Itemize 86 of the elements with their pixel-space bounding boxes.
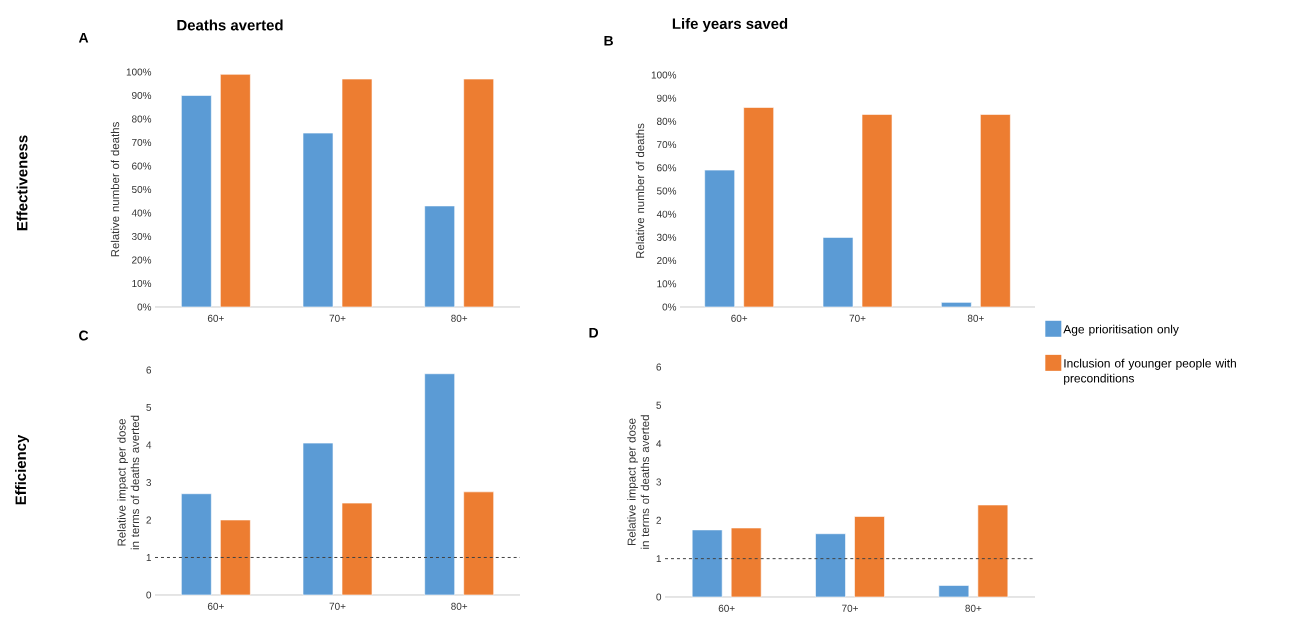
bar — [220, 74, 251, 308]
bar — [977, 504, 1009, 598]
y-tick-label: 50% — [131, 185, 152, 194]
bar — [424, 205, 455, 308]
y-tick-label: 0% — [137, 303, 152, 311]
y-tick-label: 70% — [132, 138, 152, 147]
bar — [980, 114, 1011, 308]
x-tick-label: 80+ — [451, 602, 468, 610]
y-tick-label: 60% — [657, 164, 677, 172]
text: Deaths averted — [177, 19, 283, 31]
bar — [691, 529, 723, 598]
x-tick-label: 60+ — [731, 314, 748, 322]
bar — [861, 114, 893, 308]
y-axis-title: Relative impact per dose in terms of deaths averted — [117, 415, 140, 550]
text: Efficiency — [15, 434, 29, 505]
bar — [938, 585, 970, 598]
y-tick-label: 40% — [656, 210, 677, 218]
y-tick-label: 50% — [656, 187, 677, 195]
bar — [704, 169, 735, 308]
x-tick-label: 80+ — [967, 314, 984, 322]
bar — [854, 516, 885, 598]
y-tick-label: 60% — [132, 162, 152, 170]
y-tick-label: 0 — [146, 591, 152, 599]
x-tick-label: 60+ — [207, 602, 224, 610]
y-tick-label: 1 — [656, 555, 662, 563]
bar — [302, 132, 334, 308]
x-tick-label: 80+ — [451, 314, 468, 322]
chart-title: D — [589, 327, 599, 338]
y-tick-label: 1 — [146, 554, 152, 561]
x-tick-label: 70+ — [849, 314, 866, 322]
bar — [424, 373, 455, 596]
y-axis-title: Relative number of deaths — [110, 122, 120, 257]
x-tick-label: 60+ — [207, 314, 224, 322]
y-tick-label: 20% — [132, 256, 152, 264]
y-tick-label: 90% — [132, 91, 152, 100]
y-tick-label: 6 — [146, 366, 152, 374]
y-tick-label: 4 — [146, 441, 152, 449]
y-axis-title: Relative impact per dose in terms of deaths averted — [627, 415, 650, 549]
bar — [302, 442, 334, 596]
legend-label: Age prioritisation only — [1063, 324, 1179, 336]
y-tick-label: 3 — [146, 478, 152, 487]
chart-title: A — [78, 32, 89, 43]
x-tick-label: 70+ — [329, 314, 346, 322]
y-tick-label: 2 — [656, 516, 661, 524]
y-tick-label: 4 — [656, 440, 662, 448]
x-tick-label: 70+ — [842, 604, 858, 612]
bar — [463, 491, 494, 596]
bar — [341, 502, 373, 596]
y-tick-label: 70% — [657, 141, 677, 149]
bar — [743, 107, 774, 308]
y-tick-label: 10% — [657, 280, 677, 288]
bar — [220, 519, 251, 596]
legend-label: Inclusion of younger people with preconditions — [1064, 358, 1236, 385]
bar — [822, 237, 854, 308]
y-tick-label: 100% — [651, 71, 677, 79]
y-tick-label: 80% — [131, 115, 152, 123]
x-tick-label: 80+ — [965, 604, 982, 612]
y-tick-label: 30% — [131, 232, 152, 241]
y-tick-label: 6 — [656, 363, 662, 371]
text: Life years saved — [672, 18, 788, 32]
bar — [181, 95, 212, 308]
bar — [341, 78, 373, 308]
y-tick-label: 0% — [662, 303, 677, 311]
bar — [181, 493, 212, 596]
y-tick-label: 20% — [657, 257, 677, 265]
y-tick-label: 40% — [131, 209, 152, 217]
chart-title: C — [79, 330, 89, 341]
bar — [730, 527, 762, 598]
x-tick-label: 70+ — [329, 602, 346, 610]
y-tick-label: 90% — [657, 94, 677, 102]
bar — [941, 302, 972, 308]
y-tick-label: 0 — [656, 593, 662, 601]
y-tick-label: 2 — [146, 516, 151, 524]
bar — [463, 78, 494, 308]
bar — [815, 533, 846, 598]
y-tick-label: 5 — [656, 401, 662, 409]
y-tick-label: 10% — [132, 279, 152, 288]
y-tick-label: 80% — [657, 117, 677, 125]
y-tick-label: 100% — [126, 68, 152, 76]
text: Effectiveness — [16, 135, 28, 231]
y-tick-label: 30% — [656, 233, 677, 241]
y-tick-label: 5 — [146, 404, 152, 411]
y-tick-label: 3 — [656, 478, 662, 486]
x-tick-label: 60+ — [718, 604, 735, 612]
chart-title: B — [604, 35, 613, 46]
y-axis-title: Relative number of deaths — [635, 123, 645, 258]
